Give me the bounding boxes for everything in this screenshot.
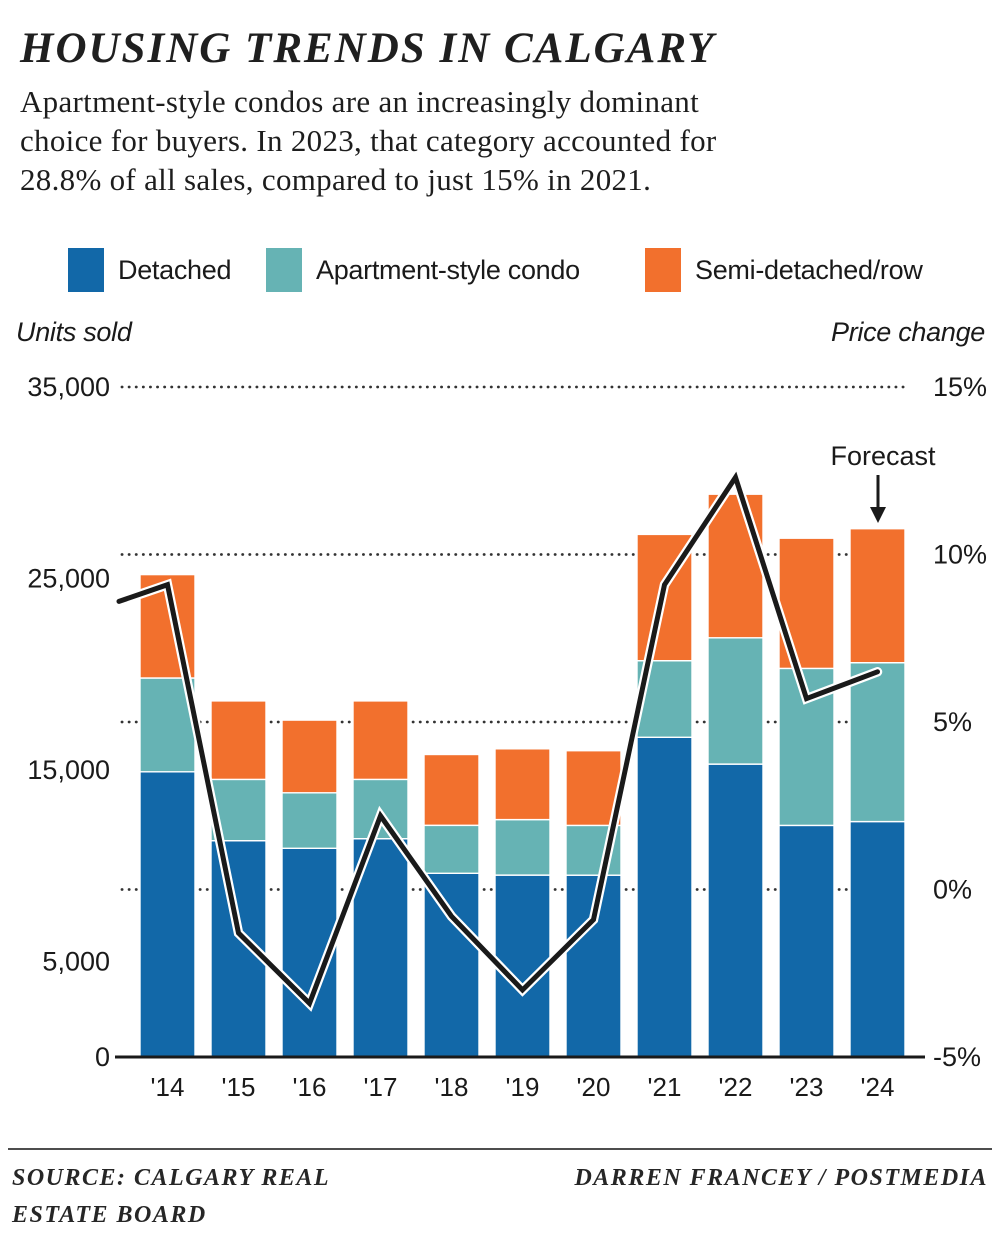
page-title: HOUSING TRENDS IN CALGARY: [20, 25, 716, 72]
x-tick-16: '16: [293, 1072, 327, 1102]
footer-source: SOURCE: CALGARY REAL ESTATE BOARD: [12, 1160, 330, 1234]
legend-swatch-condo: [266, 248, 302, 292]
x-tick-19: '19: [506, 1072, 540, 1102]
x-axis-labels: '14 '15 '16 '17 '18 '19 '20 '21 '22 '23 '24: [151, 1072, 895, 1102]
bar-segment-16-apartment-style-condo: [281, 792, 338, 849]
bar-segment-23-detached: [778, 824, 835, 1058]
bar-segment-17-semi-detached-row: [352, 700, 409, 781]
bar-segment-21-detached: [636, 736, 693, 1058]
bar-segment-19-semi-detached-row: [494, 748, 551, 821]
bar-segment-18-detached: [423, 872, 480, 1058]
left-tick-35000: 35,000: [27, 372, 110, 402]
subtitle-line-2: choice for buyers. In 2023, that categor…: [20, 123, 717, 158]
right-tick-10%: 10%: [933, 540, 987, 570]
legend-item-semi: Semi-detached/row: [645, 248, 923, 292]
subtitle-line-3: 28.8% of all sales, compared to just 15%…: [20, 162, 652, 197]
right-tick-5%: 5%: [933, 707, 972, 737]
right-tick-15%: 15%: [933, 372, 987, 402]
legend-item-detached: Detached: [68, 248, 231, 292]
legend-label-detached: Detached: [118, 254, 232, 285]
bar-segment-18-semi-detached-row: [423, 753, 480, 827]
right-axis-labels: 15% 10% 5% 0% -5%: [933, 372, 987, 1072]
subtitle: Apartment-style condos are an increasing…: [20, 82, 717, 199]
subtitle-line-1: Apartment-style condos are an increasing…: [20, 84, 700, 119]
bar-segment-24-detached: [849, 820, 906, 1058]
x-tick-17: '17: [364, 1072, 398, 1102]
forecast-label: Forecast: [830, 441, 936, 471]
x-tick-23: '23: [790, 1072, 824, 1102]
right-tick--5%: -5%: [933, 1042, 981, 1072]
bar-segment-24-apartment-style-condo: [849, 662, 906, 823]
price-line: [116, 471, 880, 1008]
left-tick-5000: 5,000: [42, 946, 110, 976]
legend-swatch-detached: [68, 248, 104, 292]
bar-segment-19-apartment-style-condo: [494, 818, 551, 876]
forecast-arrow-head: [870, 507, 886, 523]
forecast-annotation: Forecast: [830, 441, 936, 523]
left-axis-labels: 35,000 25,000 15,000 5,000 0: [27, 372, 110, 1072]
left-axis-title: Units sold: [16, 317, 132, 347]
bars: [139, 493, 906, 1058]
bar-segment-14-detached: [139, 771, 196, 1058]
left-tick-25000: 25,000: [27, 563, 110, 593]
footer-divider: [8, 1148, 992, 1150]
chart-svg: 35,000 25,000 15,000 5,000 0 15% 10% 5% 0% -5% '…: [27, 372, 987, 1102]
x-tick-21: '21: [648, 1072, 682, 1102]
footer-credit: DARREN FRANCEY / POSTMEDIA: [574, 1165, 988, 1191]
right-axis-title: Price change: [831, 317, 985, 347]
x-tick-14: '14: [151, 1072, 185, 1102]
price-change-line: [114, 466, 883, 1012]
legend-label-condo: Apartment-style condo: [316, 254, 580, 285]
x-tick-24: '24: [861, 1072, 895, 1102]
x-tick-18: '18: [435, 1072, 469, 1102]
bar-segment-16-semi-detached-row: [281, 719, 338, 794]
bar-segment-22-detached: [707, 763, 764, 1058]
left-tick-0: 0: [95, 1042, 110, 1072]
bar-segment-22-semi-detached-row: [707, 493, 764, 639]
legend-item-condo: Apartment-style condo: [266, 248, 580, 292]
bar-segment-24-semi-detached-row: [849, 527, 906, 664]
x-tick-15: '15: [222, 1072, 256, 1102]
footer-source-line-1: SOURCE: CALGARY REAL: [12, 1165, 331, 1191]
x-tick-20: '20: [577, 1072, 611, 1102]
bar-segment-22-apartment-style-condo: [707, 637, 764, 765]
right-tick-0%: 0%: [933, 875, 972, 905]
left-tick-15000: 15,000: [27, 755, 110, 785]
bar-segment-15-semi-detached-row: [210, 700, 267, 781]
x-tick-22: '22: [719, 1072, 753, 1102]
bar-segment-18-apartment-style-condo: [423, 824, 480, 874]
legend-label-semi: Semi-detached/row: [695, 254, 923, 285]
legend-swatch-semi: [645, 248, 681, 292]
footer-source-line-2: ESTATE BOARD: [12, 1202, 207, 1228]
